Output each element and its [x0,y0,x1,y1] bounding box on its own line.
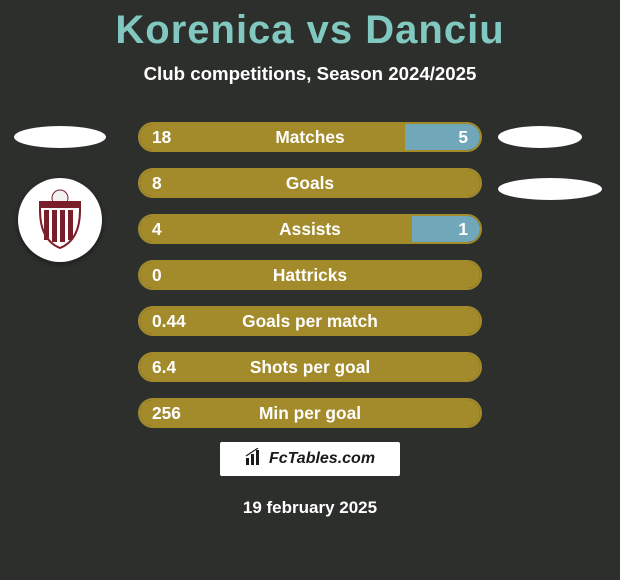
stat-bar: Assists4 1 [138,214,482,244]
stat-bar-left-value: 8 [152,170,162,196]
club-crest-icon [28,188,92,252]
stat-bar-label: Min per goal [140,400,480,426]
stat-bar-label: Matches [140,124,480,150]
left-player-placeholder [14,126,106,148]
stat-bar-label: Shots per goal [140,354,480,380]
comparison-card: Korenica vs Danciu Club competitions, Se… [0,0,620,580]
right-club-placeholder [498,178,602,200]
stat-bar-left-value: 256 [152,400,181,426]
left-club-badge [18,178,102,262]
bar-chart-icon [245,448,263,471]
stat-bar-left-value: 18 [152,124,171,150]
fctables-logo: FcTables.com [220,442,400,476]
stat-bar-label: Hattricks [140,262,480,288]
stat-bar: Goals8 [138,168,482,198]
stat-bar-label: Goals per match [140,308,480,334]
stat-bar: Shots per goal6.4 [138,352,482,382]
comparison-date: 19 february 2025 [0,498,620,518]
right-player-placeholder [498,126,582,148]
page-subtitle: Club competitions, Season 2024/2025 [0,63,620,85]
stat-bar: Hattricks0 [138,260,482,290]
stat-bar: Goals per match0.44 [138,306,482,336]
stat-bar-right-value: 1 [458,216,468,242]
stat-bar-left-value: 0 [152,262,162,288]
stat-bar: Min per goal256 [138,398,482,428]
page-title: Korenica vs Danciu [0,0,620,53]
stat-bars: Matches18 5 Goals8 Assists4 1 Hattricks0 Goals… [138,122,482,444]
stat-bar-left-value: 6.4 [152,354,176,380]
stat-bar-left-value: 4 [152,216,162,242]
stat-bar-label: Assists [140,216,480,242]
stat-bar-left-value: 0.44 [152,308,186,334]
stat-bar-right-value: 5 [458,124,468,150]
stat-bar: Matches18 5 [138,122,482,152]
stat-bar-label: Goals [140,170,480,196]
fctables-logo-text: FcTables.com [269,450,375,468]
